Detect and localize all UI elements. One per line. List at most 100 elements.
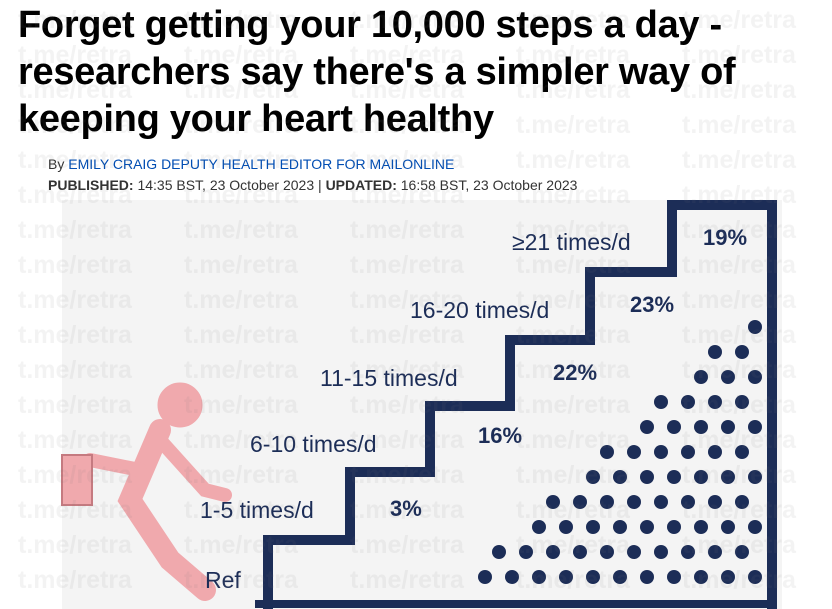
step-value: 16% [478, 423, 522, 448]
published-label: PUBLISHED: [48, 177, 134, 193]
watermark: t.me/retra [350, 566, 465, 594]
watermark: t.me/retra [18, 391, 133, 419]
dot [640, 570, 654, 584]
watermark: t.me/retra [682, 391, 797, 419]
watermark: t.me/retra [682, 146, 797, 174]
runner-arm-back [83, 453, 147, 477]
dot [573, 495, 587, 509]
dot [546, 545, 560, 559]
dot [694, 370, 708, 384]
dates: PUBLISHED: 14:35 BST, 23 October 2023 | … [48, 177, 577, 193]
watermark: t.me/retra [350, 321, 465, 349]
updated-label: UPDATED: [325, 177, 397, 193]
step-value: 3% [390, 496, 422, 521]
step-value: 22% [553, 360, 597, 385]
dot [721, 520, 735, 534]
dot [586, 570, 600, 584]
watermark: t.me/retra [682, 356, 797, 384]
watermark: t.me/retra [350, 251, 465, 279]
watermark: t.me/retra [184, 566, 299, 594]
watermark: t.me/retra [682, 216, 797, 244]
dot [559, 570, 573, 584]
watermark: t.me/retra [350, 461, 465, 489]
watermark: t.me/retra [184, 426, 299, 454]
watermark: t.me/retra [516, 461, 631, 489]
dot [735, 395, 749, 409]
runner-head [157, 382, 203, 428]
watermark: t.me/retra [184, 251, 299, 279]
separator: | [318, 177, 322, 193]
published-date: 14:35 BST, 23 October 2023 [137, 177, 315, 193]
dot [586, 520, 600, 534]
watermark: t.me/retra [682, 426, 797, 454]
dot [694, 570, 708, 584]
step-label: 16-20 times/d [410, 297, 549, 323]
updated-date: 16:58 BST, 23 October 2023 [400, 177, 578, 193]
watermark: t.me/retra [18, 566, 133, 594]
dot [708, 445, 722, 459]
dot [586, 470, 600, 484]
dot [748, 370, 762, 384]
dot [627, 495, 641, 509]
watermark: t.me/retra [18, 426, 133, 454]
dots [478, 320, 762, 584]
dot [748, 520, 762, 534]
dot [478, 570, 492, 584]
watermark: t.me/retra [516, 566, 631, 594]
dot [667, 470, 681, 484]
watermark: t.me/retra [682, 181, 797, 209]
dot [708, 345, 722, 359]
watermark: t.me/retra [184, 6, 299, 34]
watermark: t.me/retra [184, 531, 299, 559]
step-label: Ref [205, 567, 241, 593]
watermark: t.me/retra [682, 251, 797, 279]
dot [546, 495, 560, 509]
runner-body [117, 419, 216, 601]
dot [735, 495, 749, 509]
dot [667, 420, 681, 434]
dot [627, 545, 641, 559]
watermark: t.me/retra [350, 391, 465, 419]
watermark: t.me/retra [350, 496, 465, 524]
watermark: t.me/retra [18, 321, 133, 349]
watermark: t.me/retra [350, 356, 465, 384]
dot [721, 370, 735, 384]
watermark: t.me/retra [350, 146, 465, 174]
runner-bag [61, 454, 93, 506]
watermark: t.me/retra [682, 76, 797, 104]
watermark: t.me/retra [350, 41, 465, 69]
dot [748, 570, 762, 584]
watermark: t.me/retra [516, 426, 631, 454]
dot [735, 445, 749, 459]
watermark: t.me/retra [516, 391, 631, 419]
watermarks: t.me/retra t.me/retra t.me/retra t.me/retra… [18, 6, 797, 594]
dot [505, 570, 519, 584]
watermark: t.me/retra [516, 181, 631, 209]
watermark: t.me/retra [350, 76, 465, 104]
dot [559, 520, 573, 534]
dot [735, 545, 749, 559]
watermark: t.me/retra [516, 76, 631, 104]
author-link[interactable]: EMILY CRAIG DEPUTY HEALTH EDITOR FOR MAI… [68, 156, 455, 172]
watermark: t.me/retra [18, 496, 133, 524]
step-label: 1-5 times/d [200, 497, 314, 523]
watermark: t.me/retra [682, 41, 797, 69]
watermark: t.me/retra [350, 111, 465, 139]
watermark: t.me/retra [516, 111, 631, 139]
watermark: t.me/retra [184, 496, 299, 524]
watermark: t.me/retra [682, 531, 797, 559]
dot [748, 470, 762, 484]
watermark: t.me/retra [516, 216, 631, 244]
dot [694, 470, 708, 484]
dot [640, 470, 654, 484]
watermark: t.me/retra [682, 6, 797, 34]
watermark: t.me/retra [516, 321, 631, 349]
watermark: t.me/retra [682, 496, 797, 524]
watermark: t.me/retra [184, 216, 299, 244]
step-value: 23% [630, 292, 674, 317]
dot [681, 445, 695, 459]
dot [735, 345, 749, 359]
watermark: t.me/retra [516, 356, 631, 384]
watermark: t.me/retra [18, 286, 133, 314]
dot [694, 520, 708, 534]
